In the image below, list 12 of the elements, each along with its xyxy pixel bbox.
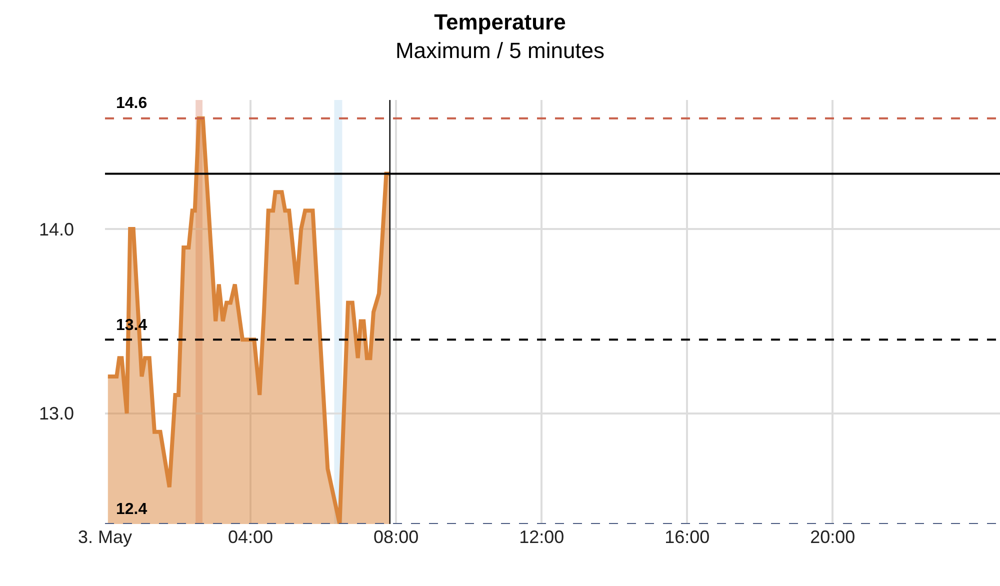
x-tick-label: 3. May	[78, 527, 132, 547]
x-tick-label: 08:00	[374, 527, 419, 547]
x-tick-label: 12:00	[519, 527, 564, 547]
ref-line-label: 12.4	[116, 501, 148, 518]
chart-subtitle: Maximum / 5 minutes	[395, 38, 605, 63]
y-tick-label: 14.0	[38, 219, 74, 240]
chart-title: Temperature	[434, 9, 566, 34]
x-tick-label: 20:00	[810, 527, 856, 547]
x-tick-label: 16:00	[664, 527, 710, 547]
y-tick-label: 13.0	[38, 404, 74, 424]
ref-line-label: 14.6	[116, 95, 148, 112]
x-tick-label: 04:00	[228, 527, 274, 547]
